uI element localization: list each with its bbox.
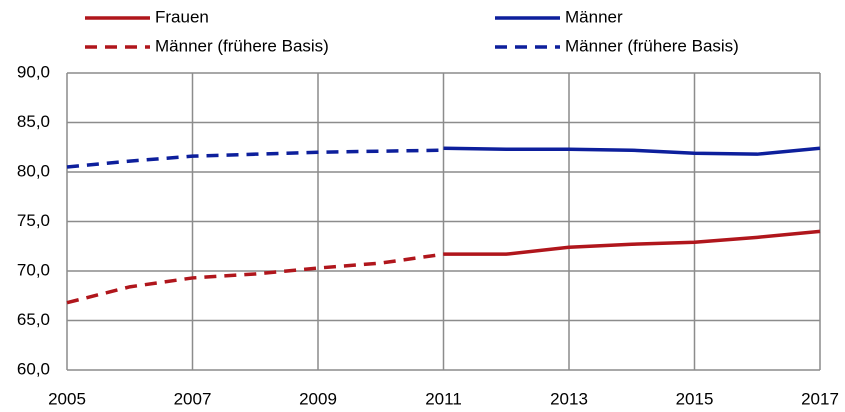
series-line (443, 229, 821, 256)
x-tick-label: 2007 (174, 389, 212, 408)
y-tick-label: 70,0 (17, 260, 50, 279)
x-tick-label: 2011 (425, 389, 462, 408)
y-tick-label: 90,0 (17, 62, 50, 81)
series-line (66, 148, 444, 169)
series-line (443, 146, 821, 156)
x-tick-label: 2017 (801, 389, 839, 408)
x-tick-label: 2013 (550, 389, 588, 408)
y-tick-label: 60,0 (17, 359, 50, 378)
y-tick-label: 65,0 (17, 310, 50, 329)
legend-label: Männer (565, 7, 623, 26)
legend-label: Frauen (155, 7, 209, 26)
y-tick-label: 75,0 (17, 211, 50, 230)
y-tick-label: 85,0 (17, 112, 50, 131)
x-tick-label: 2005 (48, 389, 86, 408)
x-tick-label: 2015 (676, 389, 714, 408)
legend-label: Männer (frühere Basis) (155, 36, 329, 55)
legend-label: Männer (frühere Basis) (565, 36, 739, 55)
y-tick-label: 80,0 (17, 161, 50, 180)
x-tick-label: 2009 (299, 389, 337, 408)
series-line (66, 252, 444, 305)
